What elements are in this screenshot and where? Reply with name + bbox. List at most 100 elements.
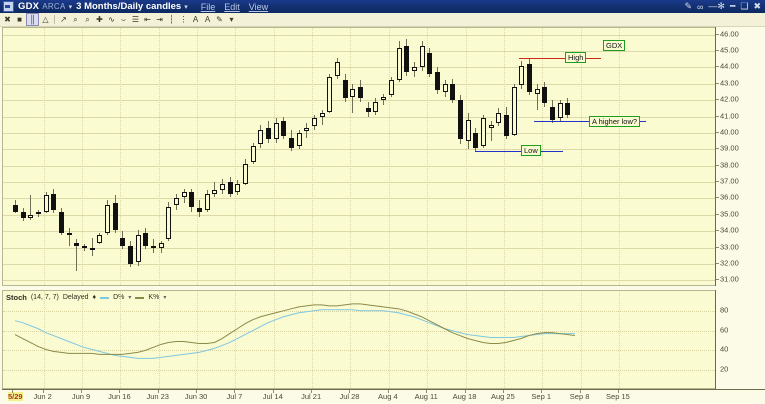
stochastic-gridline [3, 330, 715, 332]
area-chart-icon[interactable]: △ [42, 14, 49, 24]
candle-body [105, 205, 111, 233]
date-axis-tick: Aug 25 [490, 392, 515, 401]
price-axis-tick: 45.00 [720, 45, 739, 55]
candle-body [135, 234, 141, 263]
measure-icon[interactable]: ⋮ [179, 14, 188, 24]
eraser-icon[interactable]: ✎ [216, 14, 223, 24]
price-axis-tickmark [716, 230, 719, 232]
candle-body [89, 247, 95, 250]
price-gridline [3, 132, 715, 134]
menu-edit[interactable]: Edit [224, 1, 240, 12]
price-gridline [3, 67, 715, 69]
legend-caret-d-icon[interactable]: ▾ [128, 295, 132, 301]
candle-body [503, 114, 509, 137]
price-gridline [3, 50, 715, 52]
crosshair-icon[interactable]: ✚ [96, 14, 103, 24]
arc-icon[interactable]: ⌣ [120, 14, 127, 24]
price-axis-tick: 36.00 [720, 192, 739, 202]
date-axis-tick: Jun 23 [146, 392, 169, 401]
candle-body [427, 52, 433, 74]
candle-body [296, 132, 302, 147]
menu-file[interactable]: File [200, 1, 216, 12]
candle-body [158, 242, 164, 248]
high-annotation-label[interactable]: High [565, 52, 587, 63]
description-dropdown-caret-icon[interactable]: ▾ [184, 3, 188, 11]
more-tools-icon[interactable]: ▾ [229, 14, 234, 24]
price-axis-tickmark [716, 82, 719, 84]
symbol-dropdown-caret-icon[interactable]: ▾ [68, 3, 73, 11]
chart-description-label: 3 Months/Daily candles [76, 1, 182, 12]
candle-body [350, 88, 356, 97]
date-axis-tick: Jul 21 [301, 392, 322, 401]
cursor-icon[interactable]: ✖ [4, 14, 11, 24]
candle-body [143, 232, 149, 246]
candle-body [304, 127, 310, 132]
zoom-out-icon[interactable]: ⌕ [85, 14, 90, 24]
date-axis-tick: Aug 4 [378, 392, 398, 401]
exchange-label: ARCA [42, 2, 66, 11]
bar-chart-icon[interactable]: ■ [17, 14, 22, 24]
price-axis-tick: 35.00 [720, 209, 739, 219]
vert-line-icon[interactable]: ┆ [169, 14, 174, 24]
stochastic-axis-tick: 20 [720, 364, 729, 374]
time-gridline [350, 291, 352, 388]
text-small-icon[interactable]: A [192, 14, 199, 24]
candlestick-icon[interactable]: ║ [26, 13, 39, 26]
candle-wick [321, 109, 323, 125]
drawing-toolbar[interactable]: ✖ ■ ║ △ ↗ ⌕ ⌕ ✚ ∿ ⌣ ☰ ⇤ ⇥ ┆ ⋮ A A ✎ ▾ [0, 13, 765, 27]
vert-line-right-icon[interactable]: ⇥ [156, 14, 163, 24]
candle-body [404, 46, 410, 73]
candle-wick [214, 182, 216, 197]
line-draw-icon[interactable]: ↗ [60, 14, 67, 24]
indicator-name: Stoch [6, 293, 27, 302]
link-icon[interactable]: ∞ [696, 1, 704, 12]
low-annotation-label[interactable]: Low [521, 145, 541, 157]
speed-lines-icon[interactable]: ☰ [131, 14, 140, 24]
candle-wick [153, 239, 155, 253]
price-axis-tickmark [716, 279, 719, 281]
close-icon[interactable]: ✖ [753, 1, 761, 11]
menu-view[interactable]: View [248, 1, 269, 12]
stochastic-panel[interactable]: Stoch (14, 7, 7) Delayed ♦ D% ▾ K% ▾ [2, 290, 715, 389]
time-gridline [120, 291, 122, 388]
candle-body [450, 83, 456, 101]
candle-body [381, 96, 387, 101]
candle-body [28, 214, 34, 219]
gdx-chart-label[interactable]: GDX [603, 40, 626, 51]
candle-body [82, 246, 88, 249]
candle-body [43, 195, 49, 212]
low-annotation-line[interactable] [475, 150, 563, 152]
candle-body [281, 121, 287, 137]
candle-wick [76, 239, 78, 271]
vert-line-left-icon[interactable]: ⇤ [144, 14, 151, 24]
legend-caret-k-icon[interactable]: ▾ [163, 295, 167, 301]
candle-body [442, 83, 448, 92]
stochastic-gridline [3, 310, 715, 312]
pin-icon[interactable]: —✻ [708, 1, 725, 11]
high-annotation-line[interactable] [519, 57, 601, 59]
zoom-in-icon[interactable]: ⌕ [73, 14, 78, 24]
minimize-icon[interactable]: ━ [729, 1, 736, 11]
candle-body [227, 182, 233, 194]
indicator-params: (14, 7, 7) [30, 294, 59, 301]
restore-icon[interactable]: ❑ [740, 1, 749, 11]
fib-retrace-icon[interactable]: ∿ [108, 14, 115, 24]
pencil-icon[interactable]: ✎ [684, 1, 692, 11]
price-axis-tick: 31.00 [720, 274, 739, 284]
price-axis-tickmark [716, 33, 719, 35]
text-large-icon[interactable]: A [204, 14, 211, 24]
time-gridline [580, 291, 582, 388]
candle-wick [30, 195, 32, 220]
time-gridline [350, 28, 352, 285]
higher-low-annotation-label[interactable]: A higher low? [589, 115, 641, 127]
candle-body [526, 64, 532, 92]
candle-body [473, 132, 479, 148]
candle-body [434, 72, 440, 91]
price-chart-panel[interactable]: High A higher low? Low GDX [2, 27, 715, 286]
candle-body [197, 208, 203, 212]
indicator-header: Stoch (14, 7, 7) Delayed ♦ D% ▾ K% ▾ [6, 293, 166, 302]
time-gridline [503, 28, 505, 285]
time-gridline [312, 291, 314, 388]
price-gridline [3, 198, 715, 200]
price-axis-tick: 34.00 [720, 225, 739, 235]
